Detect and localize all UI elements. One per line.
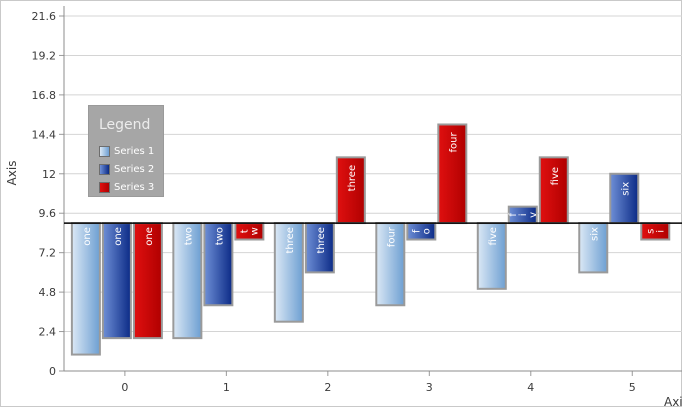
legend-swatch-series-1 [99, 145, 110, 157]
legend: Legend Series 1 Series 2 Series 3 [88, 105, 164, 197]
bar-series-2-5 [609, 172, 640, 225]
bar-series-1-3 [375, 222, 406, 307]
y-axis-ticks: 0 2.4 4.8 7.2 9.6 12 14.4 16.8 19.2 21.6 [32, 10, 64, 378]
legend-item-series-3: Series 3 [99, 180, 154, 194]
bar-data-label: three [316, 227, 327, 253]
bar-data-label: two [183, 227, 194, 245]
x-tick-label: 2 [324, 381, 331, 394]
y-tick-label: 12 [42, 168, 56, 181]
y-tick-label: 19.2 [32, 49, 57, 62]
y-tick-label: 16.8 [32, 89, 57, 102]
x-tick-label: 0 [121, 381, 128, 394]
bar-data-label: s [645, 229, 656, 234]
y-tick-label: 7.2 [39, 247, 57, 260]
x-axis-title: Axis [664, 395, 682, 408]
bar-data-label: v [528, 212, 539, 218]
bar-data-label: one [82, 227, 93, 246]
legend-label-series-2: Series 2 [114, 163, 155, 175]
legend-label-series-1: Series 1 [114, 145, 155, 157]
y-tick-label: 4.8 [39, 286, 57, 299]
legend-item-series-1: Series 1 [99, 144, 154, 158]
y-tick-label: 9.6 [39, 207, 57, 220]
legend-item-series-2: Series 2 [99, 162, 154, 176]
bar-series-1-2 [273, 222, 304, 323]
bar-data-label: five [488, 227, 499, 245]
bar-series-2-2 [304, 222, 335, 274]
legend-swatch-series-3 [99, 181, 110, 193]
bar-series-1-1 [172, 222, 203, 340]
bar-data-label: three [347, 165, 358, 191]
x-tick-label: 5 [629, 381, 636, 394]
x-tick-label: 1 [223, 381, 230, 394]
y-tick-label: 21.6 [32, 10, 57, 23]
bar-data-label: one [144, 227, 155, 246]
bar-data-label: t [239, 229, 250, 233]
bar-data-label: w [249, 227, 260, 235]
gridlines [64, 15, 682, 372]
bar-data-label: six [589, 227, 600, 241]
bar-data-label: f [411, 229, 422, 233]
bar-series-2-0 [101, 222, 132, 340]
bar-series-2-1 [203, 222, 234, 307]
bar-data-label: i [518, 213, 529, 216]
y-tick-label: 14.4 [32, 128, 57, 141]
y-axis-title: Axis [5, 161, 19, 186]
bar-data-label: o [421, 228, 432, 234]
bar-data-label: four [448, 131, 459, 152]
bar-data-label: two [214, 227, 225, 245]
bar-data-label: five [550, 167, 561, 185]
x-tick-label: 4 [527, 381, 534, 394]
y-tick-label: 0 [49, 365, 56, 378]
bar-data-label: one [113, 227, 124, 246]
bar-series-1-4 [476, 222, 507, 290]
bar-data-label: three [285, 227, 296, 253]
bar-series-1-5 [578, 222, 609, 274]
x-axis-ticks: 0 1 2 3 4 5 [121, 371, 636, 394]
axes [63, 6, 682, 372]
y-tick-label: 2.4 [39, 326, 57, 339]
x-tick-label: 3 [426, 381, 433, 394]
bar-series-1-0 [70, 222, 101, 356]
legend-label-series-3: Series 3 [114, 181, 155, 193]
bar-data-label: four [386, 226, 397, 247]
bar-data-label: f [508, 213, 519, 217]
bar-data-label: six [620, 182, 631, 196]
bar-data-label: i [655, 230, 666, 233]
bar-series-3-2 [335, 156, 366, 225]
legend-title: Legend [99, 117, 151, 133]
legend-swatch-series-2 [99, 163, 110, 175]
